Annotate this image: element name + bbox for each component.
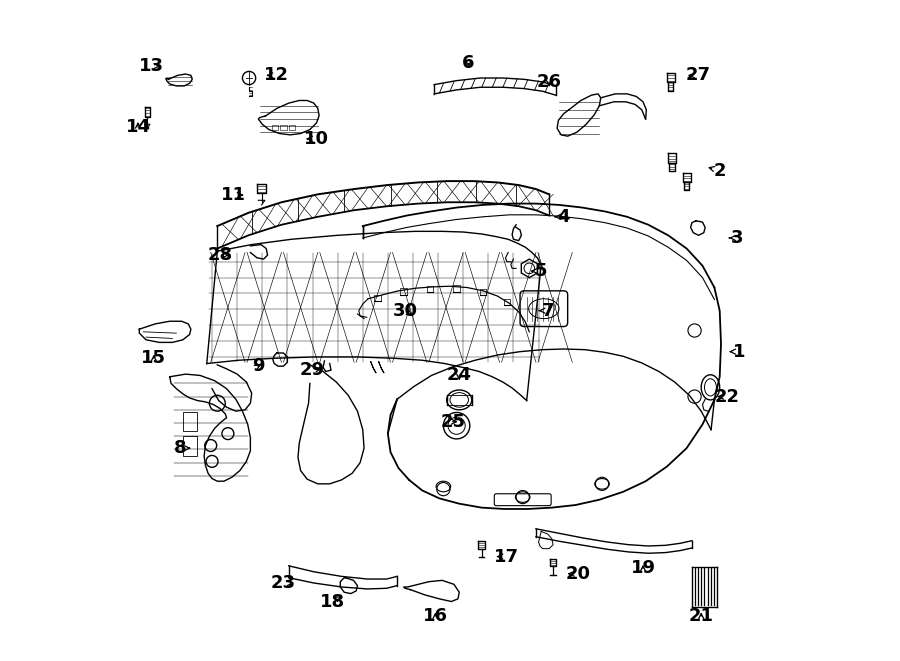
Bar — [280, 125, 287, 130]
Text: 29: 29 — [300, 361, 325, 379]
Text: 19: 19 — [631, 559, 655, 578]
Text: 16: 16 — [423, 607, 448, 625]
Text: 15: 15 — [141, 349, 166, 368]
Text: 4: 4 — [557, 208, 570, 226]
Text: 18: 18 — [320, 592, 345, 611]
Text: 5: 5 — [535, 262, 547, 280]
Text: 1: 1 — [734, 342, 746, 361]
Text: 21: 21 — [688, 607, 714, 625]
Text: 28: 28 — [207, 246, 232, 264]
Text: 20: 20 — [566, 564, 590, 583]
Text: 27: 27 — [686, 66, 711, 85]
Text: 9: 9 — [252, 357, 265, 375]
Text: 10: 10 — [304, 130, 329, 148]
Text: 3: 3 — [732, 229, 743, 247]
Bar — [289, 125, 295, 130]
Text: 6: 6 — [463, 54, 475, 73]
Bar — [272, 125, 278, 130]
Text: 13: 13 — [139, 57, 164, 75]
Text: 7: 7 — [542, 301, 554, 320]
Text: 12: 12 — [265, 66, 289, 85]
Text: 14: 14 — [125, 118, 150, 136]
Text: 23: 23 — [271, 574, 296, 592]
Bar — [183, 436, 197, 456]
Text: 22: 22 — [716, 387, 740, 406]
Text: 2: 2 — [714, 161, 726, 180]
Bar — [183, 412, 197, 431]
Text: 24: 24 — [446, 366, 472, 385]
Text: 26: 26 — [536, 73, 562, 91]
Text: 25: 25 — [440, 412, 465, 431]
Text: 11: 11 — [220, 186, 246, 204]
Text: 8: 8 — [174, 439, 186, 457]
Text: 30: 30 — [392, 301, 418, 320]
Text: 17: 17 — [494, 547, 519, 566]
